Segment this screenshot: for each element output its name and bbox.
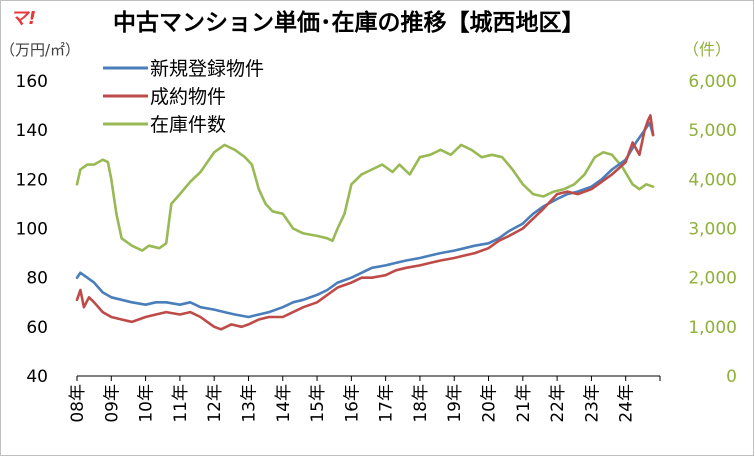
right-axis-unit: （件） <box>683 40 731 59</box>
x-tick-label: 16年 <box>342 384 362 423</box>
legend-label: 新規登録物件 <box>150 58 264 80</box>
left-axis-unit: （万円/㎡） <box>0 41 80 59</box>
left-tick-label: 40 <box>26 367 48 387</box>
x-tick-label: 11年 <box>171 384 191 423</box>
x-axis-ticks: 08年 09年 10年 11年 12年 13年 14年 15年 16年 17年 18年 19年 20年 2… <box>68 376 661 423</box>
x-tick-label: 12年 <box>205 384 225 423</box>
series-lines <box>75 114 655 331</box>
x-tick-label: 22年 <box>548 384 568 423</box>
x-tick-label: 24年 <box>617 384 637 423</box>
left-axis-ticks: 40 60 80 100 120 140 160 <box>16 72 48 387</box>
series-line-listed <box>75 121 655 319</box>
x-tick-label: 20年 <box>480 384 500 423</box>
chart-title: 中古マンション単価･在庫の推移【城西地区】 <box>113 9 585 36</box>
legend-label: 在庫件数 <box>150 114 226 136</box>
left-tick-label: 80 <box>26 269 48 289</box>
x-tick-label: 21年 <box>514 384 534 423</box>
logo: マ! <box>10 8 36 29</box>
x-tick-label: 17年 <box>377 384 397 423</box>
series-line-inventory <box>75 143 655 252</box>
x-tick-label: 14年 <box>274 384 294 423</box>
left-tick-label: 100 <box>16 220 48 240</box>
right-axis-ticks: 0 1,000 2,000 3,000 4,000 5,000 6,000 <box>688 72 737 387</box>
left-tick-label: 60 <box>26 318 48 338</box>
x-tick-label: 08年 <box>68 384 88 423</box>
right-tick-label: 3,000 <box>688 220 737 240</box>
x-tick-label: 23年 <box>582 384 602 423</box>
series-line-sold <box>75 114 655 331</box>
right-tick-label: 5,000 <box>688 121 737 141</box>
x-tick-label: 18年 <box>411 384 431 423</box>
right-tick-label: 1,000 <box>688 318 737 338</box>
x-tick-label: 09年 <box>102 384 122 423</box>
x-tick-label: 13年 <box>239 384 259 423</box>
right-tick-label: 4,000 <box>688 170 737 190</box>
x-tick-label: 19年 <box>445 384 465 423</box>
right-tick-label: 6,000 <box>688 72 737 92</box>
x-tick-label: 15年 <box>308 384 328 423</box>
left-tick-label: 140 <box>16 121 48 141</box>
right-tick-label: 0 <box>726 367 737 387</box>
x-tick-label: 10年 <box>137 384 157 423</box>
left-tick-label: 120 <box>16 170 48 190</box>
left-tick-label: 160 <box>16 72 48 92</box>
right-tick-label: 2,000 <box>688 269 737 289</box>
legend-label: 成約物件 <box>150 86 226 108</box>
